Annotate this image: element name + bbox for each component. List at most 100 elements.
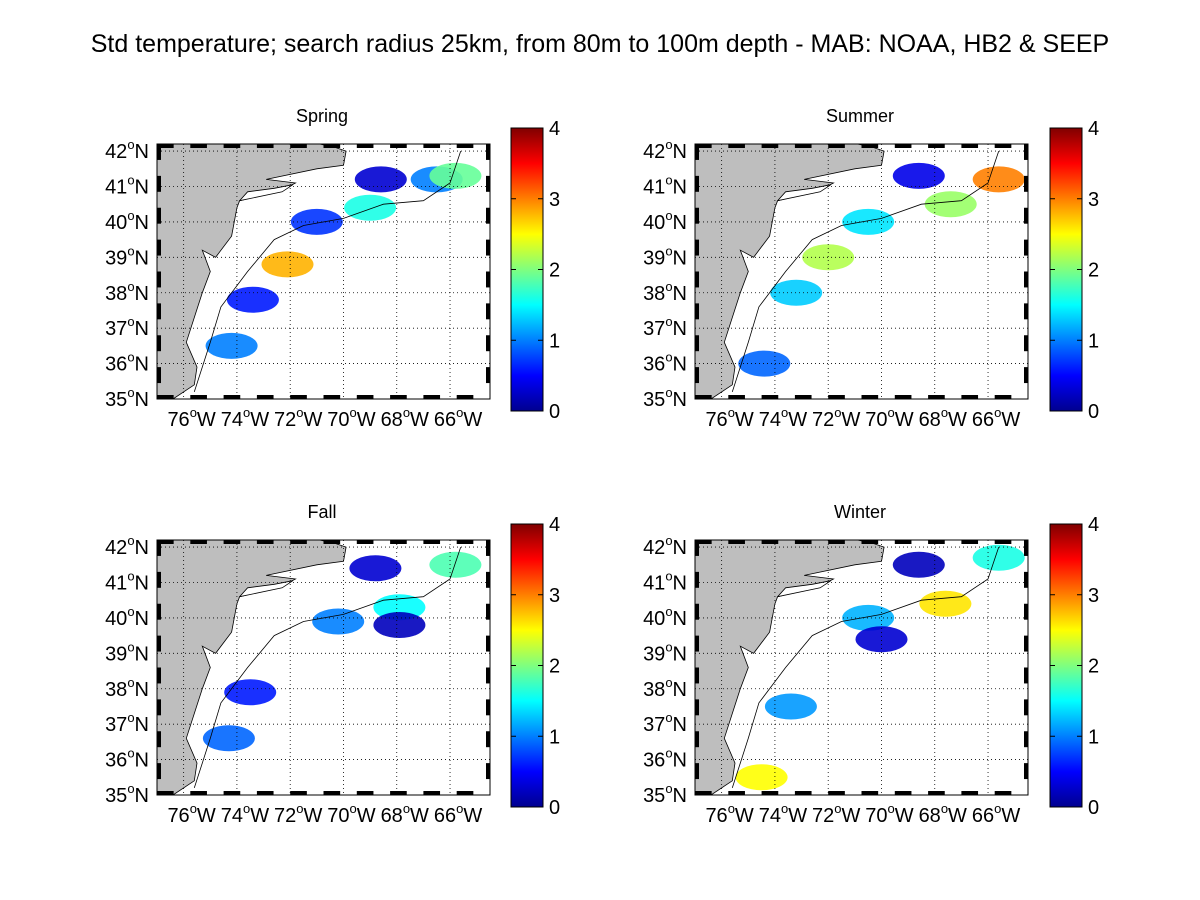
colorbar-tick-label: 4	[1088, 514, 1099, 536]
frame-segment	[695, 540, 699, 556]
lon-tick-label: 72oW	[812, 801, 860, 827]
frame-segment	[256, 540, 274, 544]
tick-hemisphere: N	[135, 643, 149, 665]
frame-segment	[157, 207, 161, 224]
tick-hemisphere: W	[1001, 409, 1020, 431]
tick-hemisphere: N	[673, 318, 687, 340]
colorbar-spring: 0 1 2 3 4	[510, 118, 560, 423]
tick-hemisphere: N	[135, 608, 149, 630]
colorbar-tick-label: 0	[549, 797, 560, 819]
tick-degree-symbol: o	[665, 173, 672, 188]
frame-segment	[1024, 540, 1028, 556]
lat-tick-label: 35oN	[105, 385, 149, 411]
frame-segment	[157, 667, 161, 684]
lat-tick-label: 40oN	[643, 604, 687, 630]
colorbar-tick-label: 2	[549, 656, 560, 678]
frame-segment	[1024, 571, 1028, 588]
lat-tick-label: 35oN	[643, 385, 687, 411]
tick-degree: 68	[919, 805, 941, 827]
frame-segment	[695, 175, 699, 192]
tick-degree: 74	[221, 805, 243, 827]
colorbar-tick-label: 3	[549, 585, 560, 607]
tick-degree-symbol: o	[665, 746, 672, 761]
colorbar-tick-label: 0	[1088, 797, 1099, 819]
panel-fall: Fall 42oN41oN40oN39oN38oN37oN36oN35oN76o…	[105, 502, 491, 827]
tick-degree-symbol: o	[350, 801, 357, 816]
tick-degree-symbol: o	[728, 801, 735, 816]
colorbar-tick-label: 0	[549, 401, 560, 423]
colorbar-tick-label: 1	[549, 330, 560, 352]
tick-hemisphere: N	[135, 177, 149, 199]
tick-degree: 42	[643, 141, 665, 163]
lat-tick-label: 40oN	[105, 604, 149, 630]
lat-tick-label: 38oN	[105, 279, 149, 305]
tick-degree-symbol: o	[127, 533, 134, 548]
std-patch	[205, 332, 258, 359]
lat-tick-label: 35oN	[643, 781, 687, 807]
tick-degree-symbol: o	[127, 569, 134, 584]
frame-segment	[794, 791, 812, 795]
tick-degree: 36	[643, 750, 665, 772]
long-island-sound	[238, 580, 294, 598]
frame-segment	[423, 144, 441, 148]
tick-degree: 72	[274, 805, 296, 827]
lat-tick-label: 36oN	[643, 350, 687, 376]
tick-degree: 68	[381, 805, 403, 827]
frame-segment	[695, 763, 699, 780]
lon-tick-label: 74oW	[759, 405, 807, 431]
tick-degree: 66	[972, 409, 994, 431]
tick-degree-symbol: o	[127, 639, 134, 654]
tick-degree-symbol: o	[665, 604, 672, 619]
tick-degree-symbol: o	[665, 243, 672, 258]
frame-segment	[828, 540, 845, 544]
lat-tick-label: 35oN	[105, 781, 149, 807]
frame-segment	[1024, 367, 1028, 384]
tick-degree: 40	[105, 608, 127, 630]
tick-degree: 35	[643, 389, 665, 411]
frame-segment	[486, 603, 490, 620]
frame-segment	[794, 144, 812, 148]
frame-segment	[157, 540, 174, 544]
colorbar-gradient	[510, 127, 544, 412]
lon-tick-label: 72oW	[274, 405, 322, 431]
lat-tick-label: 37oN	[105, 314, 149, 340]
tick-hemisphere: W	[197, 805, 216, 827]
frame-segment	[190, 540, 207, 544]
frame-segment	[994, 144, 1012, 148]
frame-segment	[1024, 239, 1028, 256]
frame-segment	[761, 395, 779, 399]
tick-degree-symbol: o	[127, 350, 134, 365]
frame-segment	[928, 144, 945, 148]
frame-segment	[157, 540, 161, 556]
tick-degree-symbol: o	[665, 350, 672, 365]
tick-degree: 37	[643, 714, 665, 736]
frame-segment	[1024, 271, 1028, 288]
tick-hemisphere: W	[250, 805, 269, 827]
std-patch	[855, 626, 908, 653]
tick-degree: 36	[643, 354, 665, 376]
lon-tick-label: 70oW	[865, 405, 913, 431]
frame-segment	[486, 144, 490, 160]
tick-degree-symbol: o	[127, 243, 134, 258]
tick-degree-symbol: o	[941, 405, 948, 420]
tick-hemisphere: W	[895, 409, 914, 431]
colorbar-tick-label: 3	[549, 189, 560, 211]
frame-segment	[1024, 335, 1028, 352]
frame-segment	[223, 144, 241, 148]
tick-hemisphere: N	[673, 354, 687, 376]
tick-degree-symbol: o	[456, 801, 463, 816]
frame-segment	[794, 540, 812, 544]
frame-segment	[157, 763, 161, 780]
tick-degree-symbol: o	[665, 781, 672, 796]
tick-hemisphere: W	[788, 805, 807, 827]
frame-segment	[728, 144, 745, 148]
frame-segment	[695, 571, 699, 588]
tick-hemisphere: W	[948, 805, 967, 827]
tick-hemisphere: N	[673, 389, 687, 411]
std-patch	[226, 286, 279, 313]
figure-title: Std temperature; search radius 25km, fro…	[90, 30, 1110, 58]
tick-degree-symbol: o	[127, 710, 134, 725]
frame-segment	[1024, 667, 1028, 684]
panel-title: Summer	[826, 106, 894, 126]
long-island-sound	[776, 184, 832, 202]
